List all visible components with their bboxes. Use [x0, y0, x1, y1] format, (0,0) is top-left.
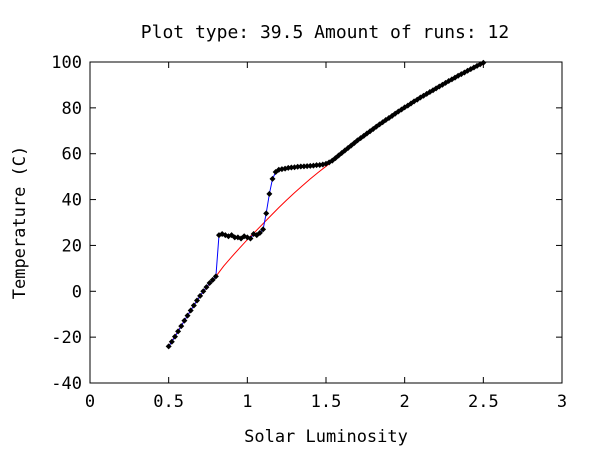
x-tick-label: 0 — [85, 392, 95, 412]
x-tick-label: 0.5 — [153, 392, 184, 412]
data-point-marker — [231, 234, 238, 241]
data-point-marker — [209, 276, 216, 283]
reference-curve — [168, 63, 484, 347]
data-point-marker — [193, 297, 200, 304]
series-layer — [165, 59, 487, 350]
data-point-marker — [181, 317, 188, 324]
data-point-marker — [480, 59, 487, 66]
data-point-marker — [168, 338, 175, 345]
x-tick-label: 2 — [400, 392, 410, 412]
chart-title: Plot type: 39.5 Amount of runs: 12 — [141, 22, 509, 43]
data-point-marker — [165, 343, 172, 350]
y-tick-label: 40 — [62, 191, 82, 211]
data-point-marker — [184, 312, 191, 319]
x-tick-label: 1 — [242, 392, 252, 412]
y-tick-label: 20 — [62, 236, 82, 256]
plot-area-frame — [89, 61, 563, 384]
data-point-marker — [187, 307, 194, 314]
x-axis-label: Solar Luminosity — [244, 427, 408, 447]
data-point-marker — [175, 328, 182, 335]
run-data-line — [168, 62, 484, 347]
y-tick-label: 80 — [62, 99, 82, 119]
x-tick-label: 3 — [557, 392, 567, 412]
data-point-marker — [203, 284, 210, 291]
data-point-marker — [212, 273, 219, 280]
y-tick-label: -40 — [51, 374, 82, 394]
y-axis-label: Temperature (C) — [10, 146, 30, 300]
data-point-marker — [260, 226, 267, 233]
data-point-marker — [263, 210, 270, 217]
data-point-marker — [266, 190, 273, 197]
y-tick-label: 60 — [62, 145, 82, 165]
x-tick-label: 2.5 — [468, 392, 499, 412]
data-point-marker — [200, 288, 207, 295]
data-point-marker — [269, 175, 276, 182]
data-point-marker — [178, 323, 185, 330]
data-point-marker — [256, 229, 263, 236]
y-tick-label: 0 — [72, 282, 82, 302]
data-point-marker — [171, 333, 178, 340]
data-point-marker — [206, 280, 213, 287]
y-tick-label: 100 — [51, 53, 82, 73]
data-point-marker — [250, 230, 257, 237]
y-tick-label: -20 — [51, 328, 82, 348]
data-point-marker — [247, 235, 254, 242]
data-point-marker — [197, 292, 204, 299]
x-tick-label: 1.5 — [311, 392, 342, 412]
data-point-marker — [190, 302, 197, 309]
axis-ticks: 0 0.5 1 1.5 2 2.5 3 -40 -20 0 20 40 60 80 100 — [51, 53, 567, 412]
